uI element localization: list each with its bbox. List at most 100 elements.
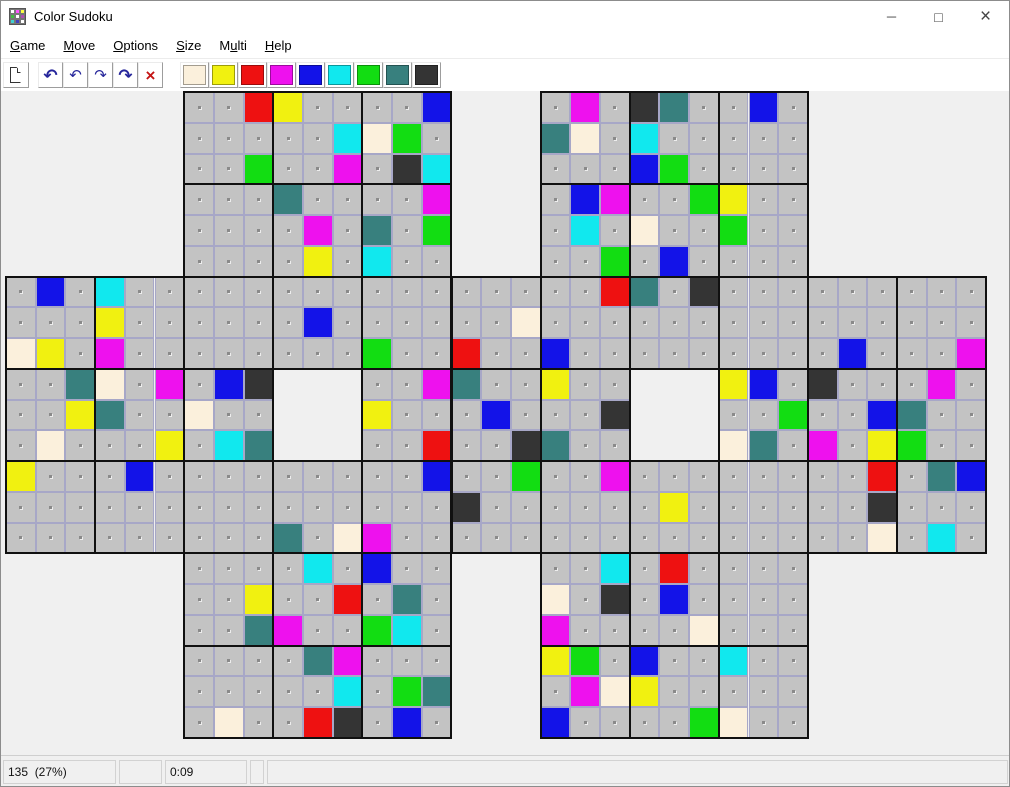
sudoku-cell[interactable] <box>629 184 660 215</box>
sudoku-cell[interactable] <box>540 215 571 246</box>
palette-swatch-red[interactable] <box>238 62 267 88</box>
sudoku-cell[interactable] <box>392 461 422 492</box>
sudoku-cell[interactable] <box>65 461 96 492</box>
sudoku-cell[interactable] <box>600 307 630 338</box>
sudoku-cell[interactable] <box>213 430 244 461</box>
sudoku-cell[interactable] <box>689 215 719 246</box>
sudoku-cell[interactable] <box>600 614 630 646</box>
sudoku-cell[interactable] <box>362 92 393 123</box>
sudoku-cell[interactable] <box>6 368 36 400</box>
sudoku-cell[interactable] <box>718 614 749 646</box>
sudoku-cell[interactable] <box>273 307 303 338</box>
sudoku-cell[interactable] <box>392 215 422 246</box>
sudoku-cell[interactable] <box>213 122 244 154</box>
sudoku-cell[interactable] <box>926 368 957 400</box>
sudoku-cell[interactable] <box>867 430 897 461</box>
sudoku-cell[interactable] <box>897 430 927 461</box>
sudoku-cell[interactable] <box>659 122 690 154</box>
sudoku-cell[interactable] <box>362 676 393 707</box>
sudoku-cell[interactable] <box>600 215 630 246</box>
sudoku-cell[interactable] <box>956 368 987 400</box>
sudoku-cell[interactable] <box>451 307 482 338</box>
sudoku-cell[interactable] <box>95 522 125 554</box>
sudoku-cell[interactable] <box>154 430 185 461</box>
sudoku-cell[interactable] <box>332 461 363 492</box>
sudoku-cell[interactable] <box>867 399 897 431</box>
sudoku-cell[interactable] <box>659 584 690 615</box>
sudoku-cell[interactable] <box>510 276 541 308</box>
sudoku-cell[interactable] <box>124 491 155 523</box>
sudoku-cell[interactable] <box>629 92 660 123</box>
sudoku-cell[interactable] <box>95 368 125 400</box>
sudoku-cell[interactable] <box>629 461 660 492</box>
sudoku-cell[interactable] <box>303 122 333 154</box>
sudoku-cell[interactable] <box>689 184 719 215</box>
sudoku-cell[interactable] <box>124 399 155 431</box>
sudoku-cell[interactable] <box>748 707 779 738</box>
sudoku-cell[interactable] <box>65 368 96 400</box>
sudoku-cell[interactable] <box>303 276 333 308</box>
sudoku-cell[interactable] <box>362 338 393 369</box>
sudoku-cell[interactable] <box>332 553 363 584</box>
sudoku-cell[interactable] <box>184 491 214 523</box>
sudoku-cell[interactable] <box>629 215 660 246</box>
sudoku-cell[interactable] <box>718 461 749 492</box>
sudoku-cell[interactable] <box>6 307 36 338</box>
sudoku-cell[interactable] <box>718 430 749 461</box>
sudoku-cell[interactable] <box>748 399 779 431</box>
sudoku-cell[interactable] <box>778 368 808 400</box>
sudoku-cell[interactable] <box>689 676 719 707</box>
sudoku-cell[interactable] <box>718 707 749 738</box>
sudoku-cell[interactable] <box>95 399 125 431</box>
sudoku-cell[interactable] <box>362 399 393 431</box>
sudoku-cell[interactable] <box>748 645 779 677</box>
sudoku-cell[interactable] <box>807 338 838 369</box>
palette-swatch-cream[interactable] <box>180 62 209 88</box>
sudoku-cell[interactable] <box>213 245 244 277</box>
sudoku-cell[interactable] <box>154 491 185 523</box>
sudoku-cell[interactable] <box>689 707 719 738</box>
sudoku-cell[interactable] <box>540 338 571 369</box>
sudoku-cell[interactable] <box>629 338 660 369</box>
sudoku-cell[interactable] <box>213 522 244 554</box>
sudoku-cell[interactable] <box>243 338 274 369</box>
sudoku-cell[interactable] <box>392 491 422 523</box>
sudoku-cell[interactable] <box>35 522 66 554</box>
sudoku-cell[interactable] <box>362 307 393 338</box>
sudoku-cell[interactable] <box>600 184 630 215</box>
sudoku-cell[interactable] <box>332 707 363 738</box>
sudoku-cell[interactable] <box>6 338 36 369</box>
sudoku-cell[interactable] <box>362 522 393 554</box>
sudoku-cell[interactable] <box>392 276 422 308</box>
sudoku-cell[interactable] <box>124 522 155 554</box>
sudoku-cell[interactable] <box>481 430 511 461</box>
sudoku-cell[interactable] <box>362 122 393 154</box>
sudoku-cell[interactable] <box>867 461 897 492</box>
sudoku-cell[interactable] <box>718 399 749 431</box>
sudoku-cell[interactable] <box>570 491 600 523</box>
sudoku-cell[interactable] <box>689 491 719 523</box>
sudoku-cell[interactable] <box>718 307 749 338</box>
palette-swatch-green[interactable] <box>354 62 383 88</box>
sudoku-cell[interactable] <box>332 614 363 646</box>
sudoku-cell[interactable] <box>184 399 214 431</box>
sudoku-cell[interactable] <box>600 368 630 400</box>
sudoku-cell[interactable] <box>332 215 363 246</box>
sudoku-cell[interactable] <box>748 184 779 215</box>
sudoku-cell[interactable] <box>243 184 274 215</box>
sudoku-cell[interactable] <box>807 368 838 400</box>
sudoku-cell[interactable] <box>213 645 244 677</box>
sudoku-cell[interactable] <box>510 430 541 461</box>
sudoku-cell[interactable] <box>718 676 749 707</box>
sudoku-cell[interactable] <box>154 276 185 308</box>
sudoku-cell[interactable] <box>540 707 571 738</box>
sudoku-cell[interactable] <box>213 399 244 431</box>
sudoku-cell[interactable] <box>540 307 571 338</box>
sudoku-cell[interactable] <box>540 92 571 123</box>
sudoku-cell[interactable] <box>213 676 244 707</box>
sudoku-cell[interactable] <box>35 399 66 431</box>
sudoku-cell[interactable] <box>451 276 482 308</box>
sudoku-cell[interactable] <box>956 430 987 461</box>
sudoku-cell[interactable] <box>956 461 987 492</box>
sudoku-cell[interactable] <box>659 707 690 738</box>
